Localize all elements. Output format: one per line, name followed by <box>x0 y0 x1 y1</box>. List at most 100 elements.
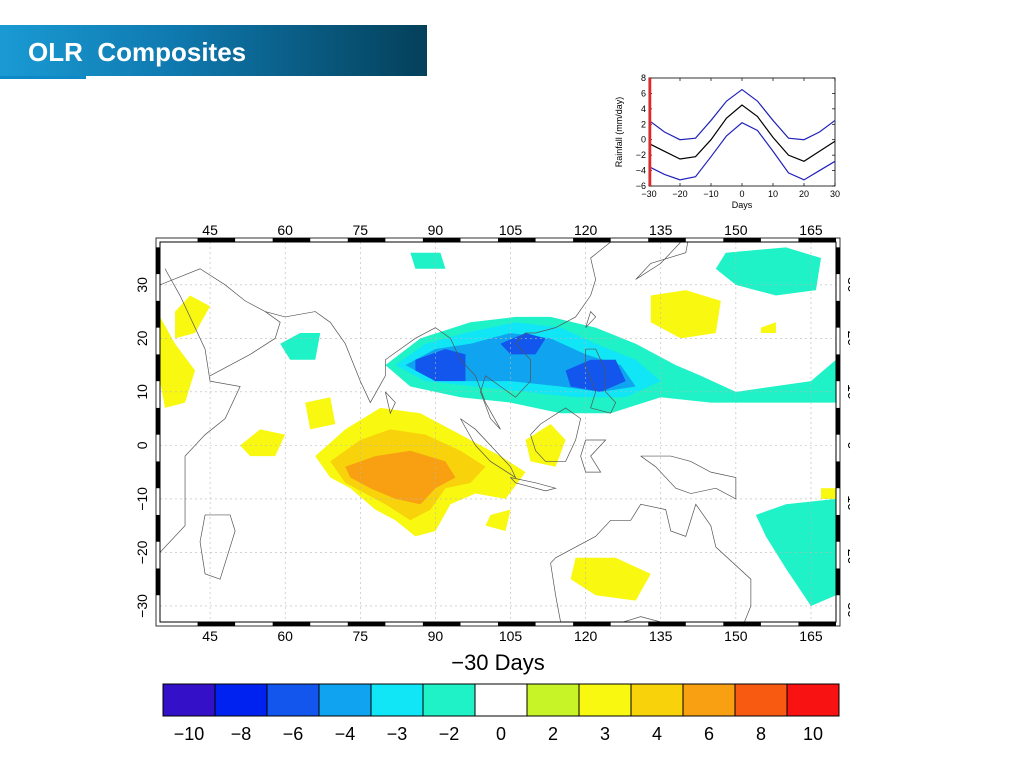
coastline-0 <box>160 242 611 430</box>
map-x-tick-label-bottom: 135 <box>649 628 673 642</box>
inset-y-tick-label: 6 <box>641 88 646 98</box>
map-border-bottom-seg <box>573 622 611 626</box>
map-border-left-seg <box>156 514 160 542</box>
colorbar-swatch-12 <box>786 683 840 717</box>
map-border-left-seg <box>156 407 160 435</box>
coastline-3 <box>550 503 752 622</box>
map-x-tick-label-bottom: 75 <box>353 628 369 642</box>
map-border-right-seg <box>836 461 840 489</box>
colorbar-swatch-1 <box>214 683 268 717</box>
map-x-tick-label-top: 90 <box>428 222 444 238</box>
map-border-right-seg <box>836 568 840 596</box>
anomaly-region-15 <box>175 295 211 339</box>
colorbar-label: −8 <box>231 724 252 744</box>
map-border-right-seg <box>836 514 840 542</box>
map-y-tick-label-left: −20 <box>134 540 150 564</box>
coastline-7 <box>530 407 582 462</box>
map-border-right-seg <box>836 247 840 275</box>
coastline-13 <box>585 310 597 328</box>
anomaly-region-8 <box>280 332 321 360</box>
map-x-tick-label-bottom: 90 <box>428 628 444 642</box>
inset-y-tick-label: −4 <box>636 166 646 176</box>
map-border-top-seg <box>197 238 236 242</box>
inset-y-tick-label: −2 <box>636 150 646 160</box>
colorbar-swatch-8 <box>578 683 632 717</box>
map-border-top-seg <box>798 238 836 242</box>
page-title: OLR Composites <box>28 37 247 67</box>
coastline-8 <box>580 439 607 473</box>
inset-x-tick-label: −30 <box>641 189 656 199</box>
map-y-tick-label-right: −10 <box>845 487 850 511</box>
coastline-6 <box>510 477 557 492</box>
map-border-bottom-seg <box>798 622 836 626</box>
colorbar-swatch-0 <box>162 683 216 717</box>
map-x-tick-label-top: 60 <box>277 222 293 238</box>
inset-series-line-2 <box>648 122 836 181</box>
inset-y-tick-label: 2 <box>641 119 646 129</box>
colorbar-label: −2 <box>439 724 460 744</box>
map-x-tick-label-bottom: 105 <box>499 628 523 642</box>
map-border-bottom-seg <box>422 622 461 626</box>
colorbar-label: 0 <box>496 724 506 744</box>
inset-y-tick-label: 0 <box>641 135 646 145</box>
map-content <box>160 242 836 622</box>
map-x-tick-label-top: 150 <box>724 222 748 238</box>
colorbar-label: 3 <box>600 724 610 744</box>
map-y-tick-label-left: −30 <box>134 594 150 618</box>
map-border-left-seg <box>156 568 160 596</box>
map-y-tick-label-right: 20 <box>845 331 850 347</box>
inset-x-tick-label: −10 <box>703 189 718 199</box>
map-x-tick-label-top: 45 <box>202 222 218 238</box>
anomaly-region-14 <box>305 397 336 430</box>
map-x-tick-label-bottom: 45 <box>202 628 218 642</box>
colorbar-swatch-9 <box>630 683 684 717</box>
colorbar-label: −4 <box>335 724 356 744</box>
map-border-bottom-seg <box>648 622 686 626</box>
anomaly-region-5 <box>500 332 546 355</box>
lag-day-label: −30 Days <box>451 650 545 675</box>
coastline-2 <box>209 311 281 377</box>
anomaly-region-6 <box>715 247 821 296</box>
map-y-tick-label-right: 10 <box>845 384 850 400</box>
colorbar-label: 6 <box>704 724 714 744</box>
colorbar-label: 2 <box>548 724 558 744</box>
colorbar-label: 4 <box>652 724 662 744</box>
map-y-tick-label-left: 20 <box>134 330 150 346</box>
map-x-tick-label-bottom: 60 <box>277 628 293 642</box>
inset-x-tick-label: 0 <box>739 189 744 199</box>
map-border-bottom-seg <box>272 622 311 626</box>
map-y-tick-label-left: 0 <box>134 441 150 449</box>
map-border-left-seg <box>156 354 160 382</box>
map-x-tick-label-bottom: 120 <box>574 628 598 642</box>
map-y-tick-label-left: 10 <box>134 384 150 400</box>
map-border-top-seg <box>422 238 461 242</box>
anomaly-region-20 <box>485 509 511 532</box>
inset-x-tick-label: 20 <box>799 189 809 199</box>
map-border-left-seg <box>156 300 160 328</box>
colorbar-swatch-6 <box>474 683 528 717</box>
map-border-top-seg <box>498 238 536 242</box>
anomaly-region-22 <box>760 322 776 333</box>
map-border-left-seg <box>156 461 160 489</box>
anomaly-region-7 <box>410 252 446 269</box>
rainfall-inset-chart: −30 −20 −10 0 10 20 30−6−4−202468DaysRainfall … <box>614 73 840 210</box>
colorbar-label: 10 <box>803 724 823 744</box>
map-border-bottom-seg <box>347 622 386 626</box>
map-x-tick-label-top: 75 <box>353 222 369 238</box>
map-border-left-seg <box>156 247 160 275</box>
inset-x-tick-label: −20 <box>672 189 687 199</box>
inset-y-tick-label: −6 <box>636 181 646 191</box>
anomaly-region-12 <box>345 450 456 505</box>
map-x-tick-label-top: 105 <box>499 222 523 238</box>
anomaly-region-13 <box>240 429 286 457</box>
map-y-tick-label-right: 30 <box>845 277 850 293</box>
map-y-tick-label-left: 30 <box>134 277 150 293</box>
olr-composite-map: 45 45 60 60 75 75 90 90 105 105 120 120 135 135 150 150… <box>134 222 850 642</box>
colorbar-label: −10 <box>174 724 205 744</box>
colorbar-swatch-5 <box>422 683 476 717</box>
title-accent-bar <box>0 76 86 79</box>
coastline-5 <box>460 418 517 479</box>
map-border-top-seg <box>723 238 761 242</box>
map-x-tick-label-bottom: 165 <box>799 628 823 642</box>
colorbar-swatch-7 <box>526 683 580 717</box>
